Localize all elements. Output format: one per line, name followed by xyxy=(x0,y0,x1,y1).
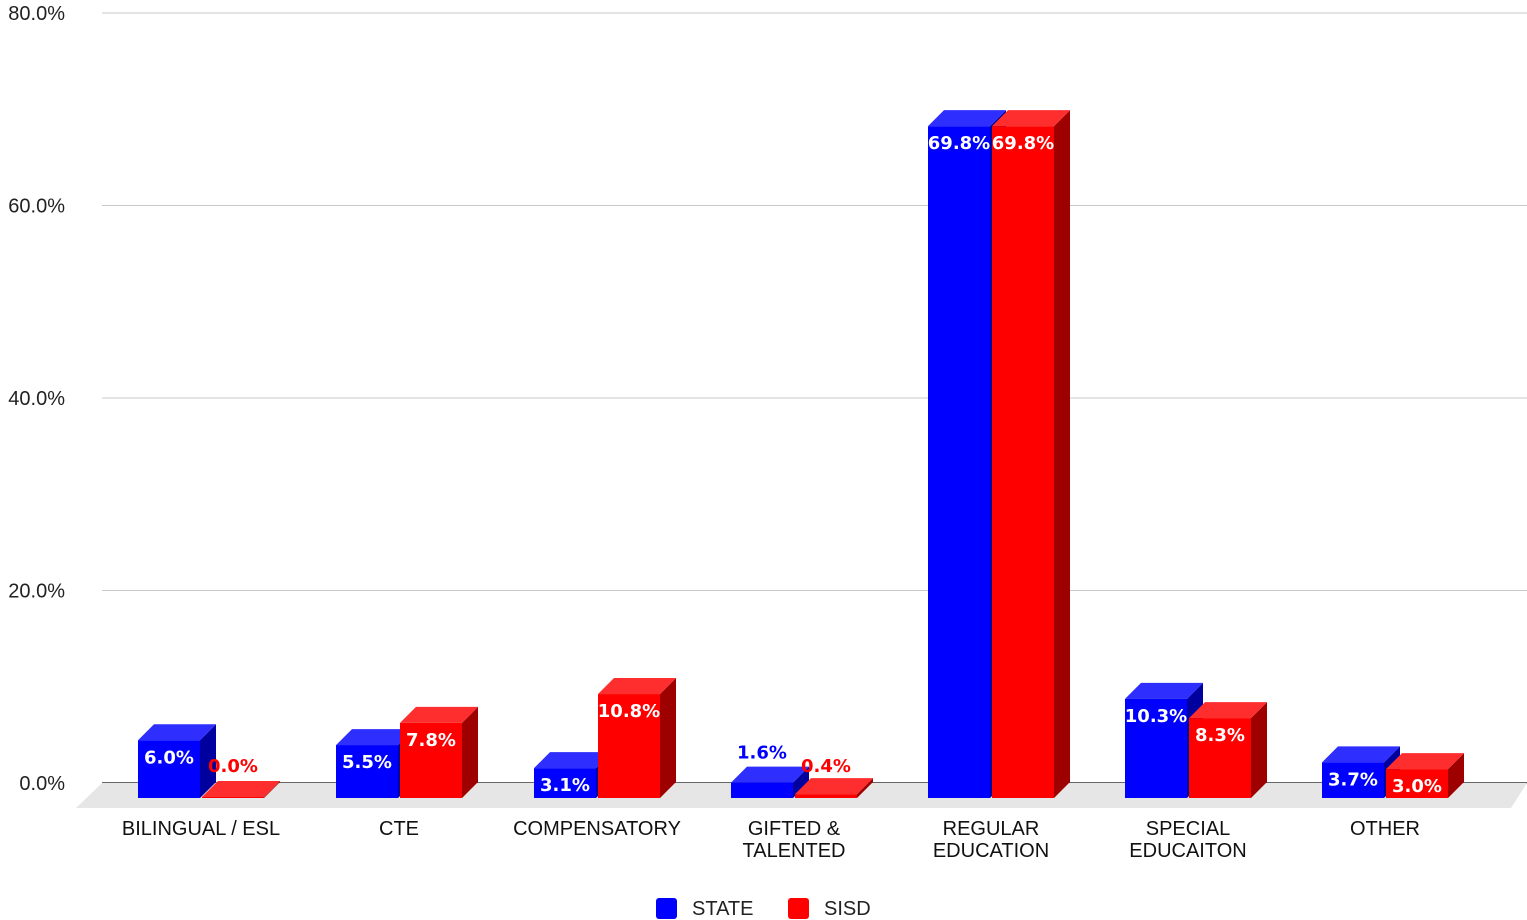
x-tick-label: CTE xyxy=(379,818,419,840)
x-tick-label: OTHER xyxy=(1350,818,1420,840)
bar-front xyxy=(795,794,857,798)
data-label: 8.3% xyxy=(1195,725,1245,746)
bar-front xyxy=(598,694,660,798)
bar-top xyxy=(336,729,414,746)
data-label: 10.3% xyxy=(1125,706,1187,727)
data-label: 3.0% xyxy=(1392,776,1442,797)
bar-side xyxy=(660,678,676,798)
x-tick-label-line: GIFTED & xyxy=(748,818,841,840)
y-tick-label: 20.0% xyxy=(8,581,65,603)
x-tick-label: BILINGUAL / ESL xyxy=(122,818,280,840)
data-label: 10.8% xyxy=(598,701,660,722)
bar xyxy=(138,724,216,798)
bar-front xyxy=(1125,698,1187,798)
data-labels: 6.0% 0.0% 5.5% 7.8% 3.1% 10.8% 1.6% 0.4% 69.8% 69… xyxy=(144,133,1442,797)
bar-side xyxy=(1054,110,1070,799)
bar-top xyxy=(731,766,809,783)
x-tick-label-line: REGULAR xyxy=(943,818,1040,840)
data-label: 3.1% xyxy=(540,775,590,796)
data-label: 7.8% xyxy=(406,730,456,751)
y-tick-label: 0.0% xyxy=(19,773,65,795)
bar-front xyxy=(138,740,200,798)
bar-top xyxy=(1386,753,1464,770)
y-tick-label: 80.0% xyxy=(8,3,65,25)
bar xyxy=(598,678,676,798)
bar-top xyxy=(1189,702,1267,719)
data-label: 0.0% xyxy=(208,756,258,777)
bar-top xyxy=(795,778,873,795)
bar xyxy=(1386,753,1464,798)
bar-top xyxy=(928,110,1006,127)
x-tick-label: GIFTED & TALENTED xyxy=(743,818,846,862)
legend-label: STATE xyxy=(692,898,753,920)
bar-side xyxy=(200,724,216,798)
bar-top xyxy=(400,706,478,723)
data-label: 6.0% xyxy=(144,747,194,768)
bar-top xyxy=(992,110,1070,127)
data-label: 3.7% xyxy=(1328,769,1378,790)
y-tick-label: 40.0% xyxy=(8,388,65,410)
bar-front xyxy=(202,797,264,798)
bar xyxy=(731,766,809,798)
bar-top xyxy=(1322,746,1400,763)
data-label: 69.8% xyxy=(992,133,1054,154)
legend: STATE SISD xyxy=(656,898,871,920)
data-label: 69.8% xyxy=(928,133,990,154)
bar-top xyxy=(202,781,280,797)
x-tick-label: COMPENSATORY xyxy=(513,818,681,840)
bar xyxy=(400,706,478,798)
bar xyxy=(202,781,280,798)
bar-front xyxy=(928,126,990,799)
x-tick-label-line: SPECIAL xyxy=(1146,818,1230,840)
y-tick-label: 60.0% xyxy=(8,196,65,218)
bar-side xyxy=(1251,702,1267,798)
bar-side xyxy=(264,781,280,798)
x-tick-label: SPECIAL EDUCAITON xyxy=(1129,818,1246,862)
bar-front xyxy=(534,768,596,798)
bar xyxy=(992,110,1070,799)
bar-side xyxy=(857,778,873,798)
y-axis-ticks: 0.0% 20.0% 40.0% 60.0% 80.0% xyxy=(8,3,65,795)
x-tick-label-line: OTHER xyxy=(1350,818,1420,840)
x-tick-label: REGULAR EDUCATION xyxy=(933,818,1049,862)
bar xyxy=(1189,702,1267,798)
data-label: 0.4% xyxy=(801,756,851,777)
bar xyxy=(795,778,873,798)
bar-side xyxy=(1448,753,1464,798)
bar-top xyxy=(598,678,676,695)
bar-top xyxy=(1125,682,1203,699)
legend-swatch xyxy=(656,898,677,919)
x-tick-label-line: EDUCATION xyxy=(933,840,1049,862)
bar-front xyxy=(992,126,1054,799)
bar-top xyxy=(534,752,612,769)
x-tick-label-line: EDUCAITON xyxy=(1129,840,1246,862)
bar-front xyxy=(336,745,398,798)
bar-front xyxy=(1322,762,1384,798)
bar-front xyxy=(400,722,462,798)
bar-front xyxy=(1189,718,1251,798)
gridlines xyxy=(102,12,1527,784)
bars xyxy=(138,110,1464,799)
bar-side xyxy=(793,766,809,798)
x-tick-label-line: TALENTED xyxy=(743,840,846,862)
x-tick-label-line: CTE xyxy=(379,818,419,840)
legend-swatch xyxy=(788,898,809,919)
x-tick-label-line: BILINGUAL / ESL xyxy=(122,818,280,840)
legend-item: SISD xyxy=(788,898,871,920)
bar-front xyxy=(731,782,793,798)
x-tick-label-line: COMPENSATORY xyxy=(513,818,681,840)
bar-top xyxy=(138,724,216,741)
bar-front xyxy=(1386,769,1448,798)
data-label: 1.6% xyxy=(737,743,787,764)
data-label: 5.5% xyxy=(342,752,392,773)
bar-side xyxy=(462,706,478,798)
legend-label: SISD xyxy=(824,898,871,920)
legend-item: STATE xyxy=(656,898,753,920)
